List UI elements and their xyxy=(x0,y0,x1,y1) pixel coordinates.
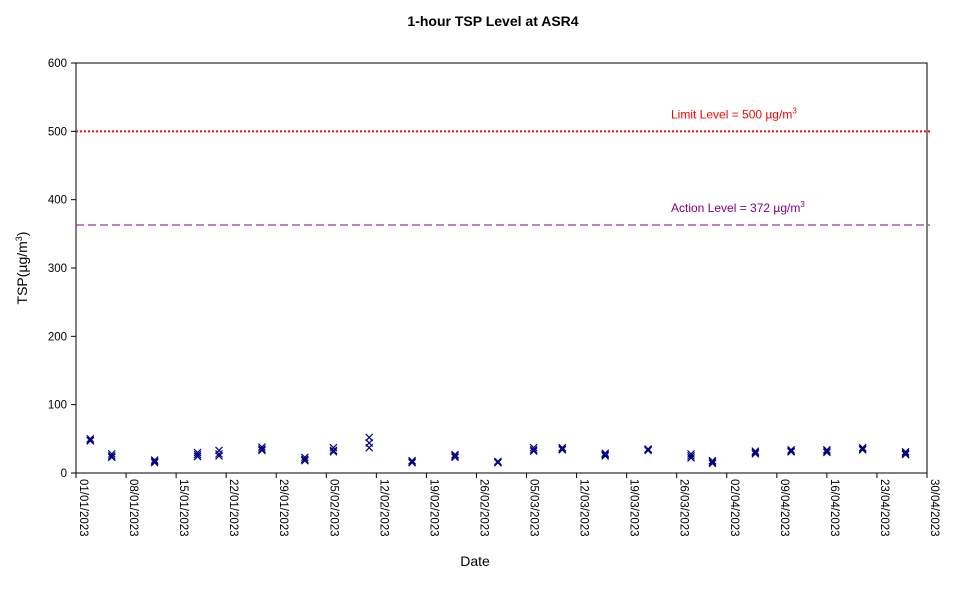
data-point xyxy=(708,458,717,466)
data-point xyxy=(644,446,653,455)
limit-level-label: Limit Level = 500 µg/m3 xyxy=(671,106,797,121)
x-tick-label: 05/02/2023 xyxy=(327,479,339,537)
x-tick-label: 02/04/2023 xyxy=(728,479,740,537)
data-point xyxy=(687,454,695,462)
data-point xyxy=(901,449,910,458)
data-point xyxy=(329,446,338,455)
x-tick-label: 30/04/2023 xyxy=(928,479,940,537)
data-point xyxy=(150,457,159,466)
data-point xyxy=(329,447,338,456)
x-axis-label: Date xyxy=(460,553,490,569)
y-axis-label-unit: µg/m xyxy=(14,241,30,272)
data-point xyxy=(365,443,374,452)
y-axis-label-close: ) xyxy=(14,232,30,237)
x-tick-label: 01/01/2023 xyxy=(77,479,89,537)
data-point xyxy=(901,447,910,456)
data-point xyxy=(822,447,831,456)
data-point xyxy=(751,447,760,456)
data-point xyxy=(558,443,567,452)
data-point xyxy=(107,449,116,458)
data-points xyxy=(86,433,910,468)
data-point xyxy=(107,451,116,460)
y-tick-label: 500 xyxy=(48,126,67,138)
data-point xyxy=(494,458,502,467)
data-point xyxy=(451,451,459,460)
x-axis: 01/01/2023 08/01/2023 15/01/2023 22/01/2023… xyxy=(75,473,940,537)
action-level-label: Action Level = 372 µg/m3 xyxy=(671,200,805,215)
data-point xyxy=(751,449,760,458)
data-point xyxy=(601,450,610,459)
data-point xyxy=(451,453,459,462)
data-point xyxy=(751,448,760,457)
data-point xyxy=(529,445,538,454)
y-axis-label-main: TSP( xyxy=(14,272,30,304)
data-point xyxy=(408,458,417,467)
data-point xyxy=(258,445,266,454)
data-point xyxy=(901,450,910,459)
data-point xyxy=(787,445,796,454)
data-point xyxy=(787,447,796,456)
data-point xyxy=(408,456,417,465)
y-axis-label: TSP(µg/m3) xyxy=(14,232,30,305)
y-axis-label-sup: 3 xyxy=(14,236,24,241)
x-tick-label: 09/04/2023 xyxy=(778,479,790,537)
x-tick-label: 15/01/2023 xyxy=(177,479,189,537)
data-point xyxy=(529,447,538,456)
x-tick-label: 26/02/2023 xyxy=(477,479,489,537)
data-point xyxy=(258,446,266,455)
data-point xyxy=(193,450,202,459)
data-point xyxy=(858,445,867,454)
data-point xyxy=(215,449,223,458)
data-point xyxy=(300,453,309,462)
data-point xyxy=(107,453,116,462)
data-point xyxy=(150,456,159,464)
data-point xyxy=(193,452,202,461)
data-point xyxy=(708,456,717,465)
plot-area xyxy=(75,62,928,474)
x-tick-label: 08/01/2023 xyxy=(127,479,139,537)
x-tick-label: 16/04/2023 xyxy=(828,479,840,537)
data-point xyxy=(258,443,266,451)
y-tick-label: 200 xyxy=(48,331,67,343)
data-point xyxy=(708,459,717,468)
y-tick-label: 0 xyxy=(61,468,67,480)
data-point xyxy=(86,436,95,445)
data-point xyxy=(858,443,867,452)
y-tick-label: 600 xyxy=(48,58,67,70)
data-point xyxy=(451,450,459,459)
data-point xyxy=(822,445,831,454)
data-point xyxy=(601,449,610,458)
y-tick-label: 400 xyxy=(48,195,67,207)
y-axis: 0 100 200 300 400 500 600 xyxy=(48,58,76,480)
data-point xyxy=(215,451,223,460)
data-point xyxy=(558,445,567,454)
x-tick-label: 19/02/2023 xyxy=(427,479,439,537)
x-tick-label: 29/01/2023 xyxy=(277,479,289,537)
x-tick-label: 12/02/2023 xyxy=(377,479,389,537)
y-tick-label: 100 xyxy=(48,400,67,412)
x-tick-label: 05/03/2023 xyxy=(528,479,540,537)
x-tick-label: 22/01/2023 xyxy=(227,479,239,537)
reference-lines: Limit Level = 500 µg/m3 Action Level = 37… xyxy=(76,106,930,226)
data-point xyxy=(601,451,610,460)
data-point xyxy=(300,455,309,464)
x-tick-label: 26/03/2023 xyxy=(678,479,690,537)
data-point xyxy=(529,443,538,452)
data-point xyxy=(687,451,695,460)
x-tick-label: 12/03/2023 xyxy=(578,479,590,537)
x-tick-label: 19/03/2023 xyxy=(628,479,640,537)
x-tick-label: 23/04/2023 xyxy=(878,479,890,537)
y-tick-label: 300 xyxy=(48,263,67,275)
data-point xyxy=(86,434,95,443)
data-point xyxy=(822,448,831,457)
data-point xyxy=(300,456,309,465)
chart-title: 1-hour TSP Level at ASR4 xyxy=(407,13,578,29)
data-point xyxy=(150,458,159,467)
